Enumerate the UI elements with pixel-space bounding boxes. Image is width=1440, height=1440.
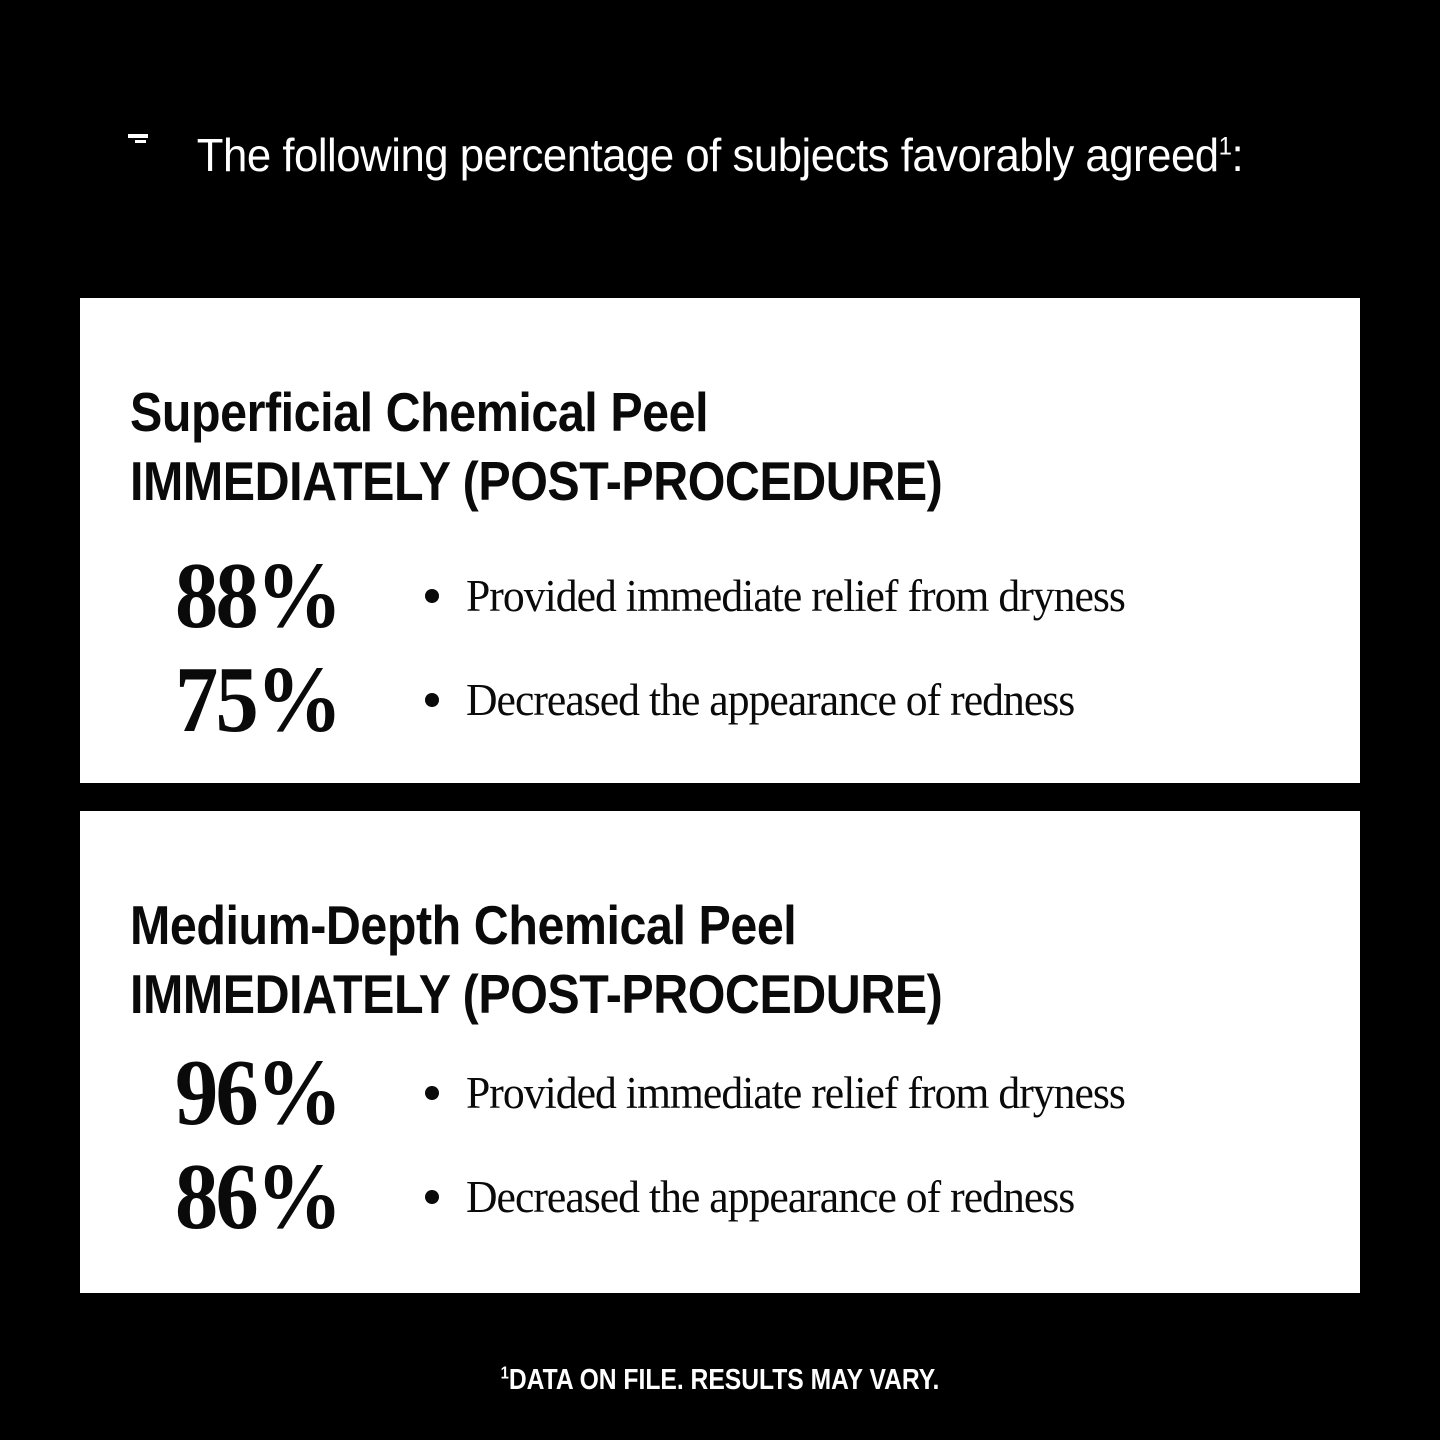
card-title-line2: IMMEDIATELY (POST-PROCEDURE): [130, 963, 943, 1025]
footnote-superscript: 1: [500, 1362, 509, 1383]
stat-card-medium-depth: Medium-Depth Chemical Peel IMMEDIATELY (…: [80, 811, 1360, 1293]
headline-text: The following percentage of subjects fav…: [196, 129, 1219, 181]
stat-value: 96%: [175, 1041, 342, 1145]
stat-list: 96% Provided immediate relief from dryne…: [175, 1043, 1360, 1247]
bullet-icon: [425, 1190, 439, 1204]
bullet-icon: [425, 589, 439, 603]
stat-row: 75% Decreased the appearance of redness: [175, 650, 1360, 750]
stat-label: Decreased the appearance of redness: [466, 675, 1075, 725]
headline-colon: :: [1231, 129, 1244, 181]
headline: The following percentage of subjects fav…: [36, 128, 1404, 182]
stat-value: 75%: [175, 648, 342, 752]
bullet-icon: [425, 693, 439, 707]
stat-value: 88%: [175, 544, 342, 648]
stat-label: Provided immediate relief from dryness: [466, 571, 1126, 621]
stat-label: Decreased the appearance of redness: [466, 1172, 1075, 1222]
glitch-artifact: [128, 134, 154, 146]
card-title: Medium-Depth Chemical Peel IMMEDIATELY (…: [130, 891, 1212, 1029]
card-title-line2: IMMEDIATELY (POST-PROCEDURE): [130, 450, 943, 512]
glitch-bar-top: [128, 134, 148, 138]
stat-row: 86% Decreased the appearance of redness: [175, 1147, 1360, 1247]
headline-superscript: 1: [1218, 132, 1232, 161]
stat-row: 96% Provided immediate relief from dryne…: [175, 1043, 1360, 1143]
stat-card-superficial: Superficial Chemical Peel IMMEDIATELY (P…: [80, 298, 1360, 783]
glitch-bar-bottom: [135, 140, 146, 143]
stat-row: 88% Provided immediate relief from dryne…: [175, 546, 1360, 646]
stat-value: 86%: [175, 1145, 342, 1249]
card-title-line1: Medium-Depth Chemical Peel: [130, 894, 797, 956]
footnote: 1DATA ON FILE. RESULTS MAY VARY.: [108, 1364, 1332, 1397]
card-title: Superficial Chemical Peel IMMEDIATELY (P…: [130, 378, 1212, 516]
stat-list: 88% Provided immediate relief from dryne…: [175, 546, 1360, 750]
bullet-icon: [425, 1086, 439, 1100]
stat-label: Provided immediate relief from dryness: [466, 1068, 1126, 1118]
footnote-text: DATA ON FILE. RESULTS MAY VARY.: [508, 1364, 940, 1396]
card-title-line1: Superficial Chemical Peel: [130, 381, 709, 443]
